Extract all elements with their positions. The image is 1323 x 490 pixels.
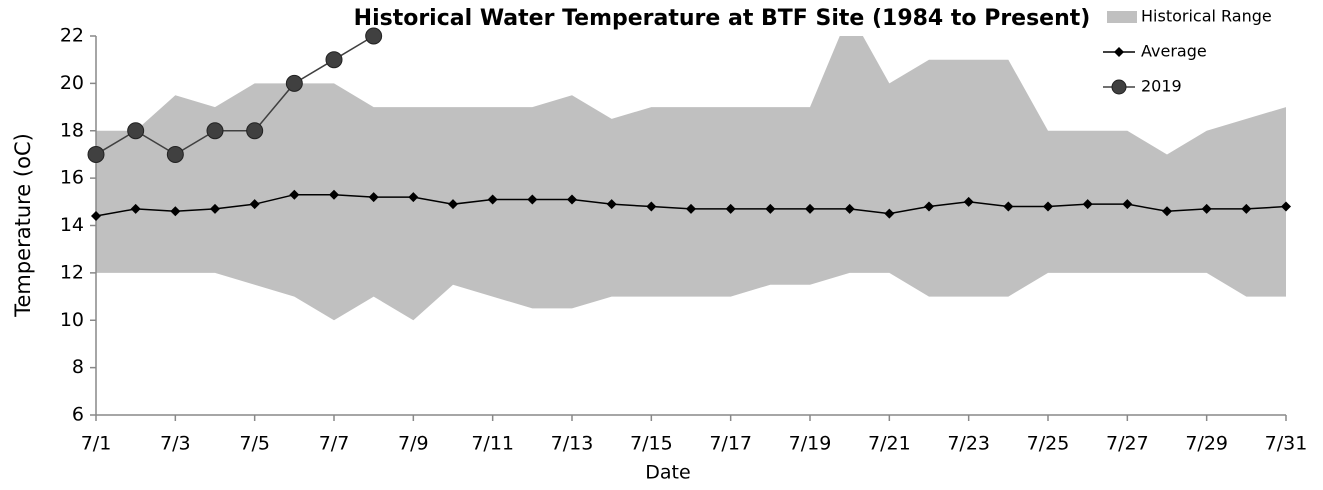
x-tick-label: 7/19	[789, 433, 832, 455]
x-tick-label: 7/5	[239, 433, 270, 455]
point-marker	[368, 192, 379, 203]
x-tick-label: 7/27	[1106, 433, 1149, 455]
point-marker	[1201, 203, 1212, 214]
point-marker	[329, 189, 339, 200]
point-marker	[448, 199, 458, 210]
x-tick-label: 7/9	[398, 433, 429, 455]
x-tick-label: 7/29	[1185, 433, 1228, 455]
point-marker	[606, 199, 617, 210]
y-tick-label: 8	[72, 356, 84, 378]
legend-label: 2019	[1141, 77, 1182, 96]
point-marker	[527, 194, 538, 205]
legend-marker	[1114, 47, 1124, 57]
legend-item: Historical Range	[1107, 7, 1272, 26]
x-tick-label: 7/13	[551, 433, 594, 455]
point-marker	[285, 74, 303, 92]
x-tick-label: 7/15	[630, 433, 673, 455]
point-marker	[1281, 201, 1291, 212]
plot-area	[96, 36, 1286, 321]
point-marker	[765, 203, 776, 214]
legend-label: Historical Range	[1141, 7, 1272, 26]
y-tick-label: 20	[60, 72, 84, 94]
point-marker	[166, 145, 184, 163]
point-marker	[170, 206, 181, 217]
point-marker	[289, 189, 300, 200]
point-marker	[1043, 201, 1053, 212]
point-marker	[844, 203, 855, 214]
range-area	[96, 36, 1286, 321]
point-marker	[963, 196, 974, 207]
x-tick-label: 7/21	[868, 433, 911, 455]
y-tick-label: 22	[60, 25, 84, 47]
point-marker	[487, 194, 498, 205]
x-tick-label: 7/17	[709, 433, 752, 455]
point-marker	[246, 122, 264, 140]
y-tick-label: 10	[60, 309, 84, 331]
y-tick-label: 12	[60, 261, 84, 283]
point-marker	[924, 201, 934, 212]
point-marker	[646, 201, 657, 212]
legend-item: 2019	[1103, 77, 1182, 96]
x-tick-label: 7/7	[319, 433, 350, 455]
chart-title: Historical Water Temperature at BTF Site…	[354, 6, 1091, 31]
point-marker	[686, 203, 696, 214]
legend-marker	[1111, 79, 1127, 95]
x-tick-label: 7/23	[947, 433, 990, 455]
x-tick-label: 7/25	[1027, 433, 1070, 455]
point-marker	[206, 122, 224, 140]
point-marker	[325, 51, 343, 69]
x-tick-label: 7/11	[471, 433, 514, 455]
point-marker	[1162, 206, 1172, 217]
point-marker	[1122, 199, 1133, 210]
point-marker	[130, 203, 141, 214]
point-marker	[884, 208, 895, 219]
x-tick-label: 7/31	[1265, 433, 1308, 455]
y-tick-label: 16	[60, 167, 84, 189]
point-marker	[87, 145, 105, 163]
point-marker	[1082, 199, 1093, 210]
y-tick-label: 6	[72, 404, 84, 426]
point-marker	[365, 27, 383, 45]
point-marker	[725, 203, 736, 214]
point-marker	[1241, 203, 1252, 214]
x-axis-label: Date	[645, 462, 690, 484]
point-marker	[408, 192, 419, 203]
legend-item: Average	[1103, 42, 1207, 61]
y-tick-label: 14	[60, 214, 84, 236]
legend-label: Average	[1141, 42, 1207, 61]
point-marker	[567, 194, 577, 205]
y-axis-label: Temperature (oC)	[11, 133, 35, 318]
x-tick-label: 7/1	[81, 433, 112, 455]
x-tick-label: 7/3	[160, 433, 191, 455]
point-marker	[1003, 201, 1014, 212]
point-marker	[805, 203, 815, 214]
point-marker	[249, 199, 260, 210]
point-marker	[127, 122, 145, 140]
point-marker	[210, 203, 220, 214]
point-marker	[91, 211, 101, 222]
legend-swatch	[1107, 11, 1137, 23]
y-tick-label: 18	[60, 119, 84, 141]
